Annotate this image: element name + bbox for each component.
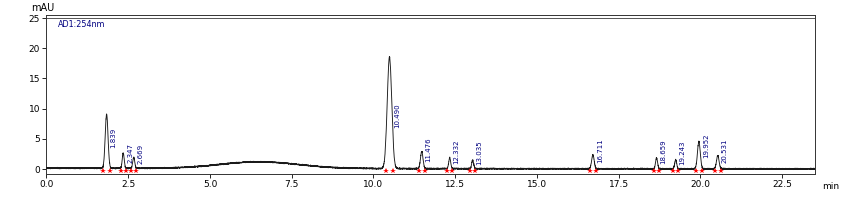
Text: mAU: mAU [31,3,55,13]
Text: 19.952: 19.952 [703,134,709,158]
Text: 1.839: 1.839 [110,128,116,148]
Text: 20.531: 20.531 [722,139,727,163]
Text: 2.669: 2.669 [138,144,144,164]
Text: 13.035: 13.035 [477,140,482,165]
Text: 2.347: 2.347 [127,143,133,163]
Text: 18.659: 18.659 [660,139,667,164]
Text: 16.711: 16.711 [597,138,603,163]
Text: 11.476: 11.476 [426,137,432,162]
Text: min: min [823,182,839,191]
Text: 19.243: 19.243 [679,140,685,165]
Text: AD1:254nm: AD1:254nm [58,20,105,29]
Text: 10.490: 10.490 [394,104,401,128]
Text: 12.332: 12.332 [454,140,460,164]
